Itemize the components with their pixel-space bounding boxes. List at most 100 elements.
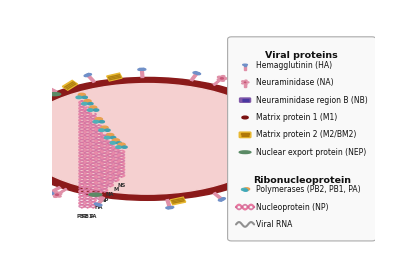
Ellipse shape xyxy=(58,196,61,197)
Polygon shape xyxy=(282,117,293,121)
Ellipse shape xyxy=(168,207,172,208)
FancyBboxPatch shape xyxy=(239,132,251,138)
Ellipse shape xyxy=(86,74,90,76)
Ellipse shape xyxy=(93,109,99,111)
Ellipse shape xyxy=(53,196,57,197)
Polygon shape xyxy=(220,198,223,200)
Ellipse shape xyxy=(222,198,225,199)
Ellipse shape xyxy=(243,64,245,65)
Polygon shape xyxy=(194,72,199,74)
Text: Neuraminidase (NA): Neuraminidase (NA) xyxy=(256,78,333,87)
Ellipse shape xyxy=(88,103,93,105)
Polygon shape xyxy=(141,71,144,78)
Ellipse shape xyxy=(239,151,251,153)
Text: NS: NS xyxy=(118,183,126,188)
Polygon shape xyxy=(62,80,78,90)
Ellipse shape xyxy=(300,142,304,143)
Text: Matrix protein 1 (M1): Matrix protein 1 (M1) xyxy=(256,113,337,122)
Text: Viral proteins: Viral proteins xyxy=(265,51,338,60)
Ellipse shape xyxy=(301,130,304,132)
Polygon shape xyxy=(98,197,105,204)
Polygon shape xyxy=(293,117,295,119)
Ellipse shape xyxy=(300,139,304,141)
Ellipse shape xyxy=(45,86,48,88)
Ellipse shape xyxy=(82,103,88,105)
Polygon shape xyxy=(168,206,171,208)
Ellipse shape xyxy=(301,128,305,130)
Ellipse shape xyxy=(84,100,91,103)
Bar xyxy=(241,133,249,134)
Polygon shape xyxy=(262,183,266,186)
Polygon shape xyxy=(87,75,90,76)
Ellipse shape xyxy=(193,72,197,73)
Ellipse shape xyxy=(280,135,293,138)
Ellipse shape xyxy=(107,134,114,137)
Ellipse shape xyxy=(88,73,91,75)
Ellipse shape xyxy=(76,96,82,99)
Ellipse shape xyxy=(238,83,241,85)
Ellipse shape xyxy=(244,82,246,83)
Ellipse shape xyxy=(219,199,222,201)
Polygon shape xyxy=(294,117,297,120)
Ellipse shape xyxy=(88,109,93,111)
Ellipse shape xyxy=(217,79,221,80)
Ellipse shape xyxy=(245,80,247,81)
Polygon shape xyxy=(15,103,18,104)
Ellipse shape xyxy=(297,131,301,132)
Ellipse shape xyxy=(138,69,142,70)
Ellipse shape xyxy=(220,199,224,200)
Polygon shape xyxy=(47,87,57,92)
Text: NA: NA xyxy=(106,192,115,197)
Ellipse shape xyxy=(96,204,100,205)
Ellipse shape xyxy=(116,146,122,148)
Ellipse shape xyxy=(50,193,54,194)
Ellipse shape xyxy=(292,116,296,118)
Ellipse shape xyxy=(293,119,297,120)
Ellipse shape xyxy=(269,97,272,98)
Ellipse shape xyxy=(118,143,125,146)
Polygon shape xyxy=(195,73,198,75)
Ellipse shape xyxy=(78,93,85,96)
Polygon shape xyxy=(95,204,100,206)
Polygon shape xyxy=(85,73,90,76)
Polygon shape xyxy=(0,137,7,145)
Ellipse shape xyxy=(262,183,266,185)
Polygon shape xyxy=(228,83,238,89)
Ellipse shape xyxy=(245,64,247,65)
Polygon shape xyxy=(300,141,302,142)
Bar xyxy=(244,65,246,66)
Ellipse shape xyxy=(14,174,18,175)
Ellipse shape xyxy=(244,64,246,65)
Ellipse shape xyxy=(46,85,50,87)
Ellipse shape xyxy=(218,76,221,78)
Ellipse shape xyxy=(122,146,127,148)
Ellipse shape xyxy=(84,75,88,77)
Polygon shape xyxy=(167,207,172,209)
Ellipse shape xyxy=(290,162,294,163)
Ellipse shape xyxy=(15,101,18,103)
Ellipse shape xyxy=(241,190,244,191)
Ellipse shape xyxy=(48,93,60,96)
Ellipse shape xyxy=(82,96,87,98)
Polygon shape xyxy=(268,97,271,98)
Polygon shape xyxy=(269,96,273,99)
Ellipse shape xyxy=(49,192,53,193)
Text: NP: NP xyxy=(100,198,109,203)
Text: HA: HA xyxy=(95,205,103,210)
FancyBboxPatch shape xyxy=(239,98,251,102)
Polygon shape xyxy=(13,173,17,176)
Ellipse shape xyxy=(239,192,243,194)
Ellipse shape xyxy=(104,136,110,139)
Polygon shape xyxy=(220,198,225,201)
Polygon shape xyxy=(302,139,304,143)
Polygon shape xyxy=(15,173,18,175)
Ellipse shape xyxy=(243,192,246,193)
Ellipse shape xyxy=(98,204,102,206)
Ellipse shape xyxy=(170,207,174,208)
Polygon shape xyxy=(107,73,122,81)
Ellipse shape xyxy=(55,194,58,195)
Ellipse shape xyxy=(48,191,51,192)
Text: Ribonucleoprotein: Ribonucleoprotein xyxy=(253,176,351,185)
Polygon shape xyxy=(261,183,264,185)
Polygon shape xyxy=(236,82,239,84)
